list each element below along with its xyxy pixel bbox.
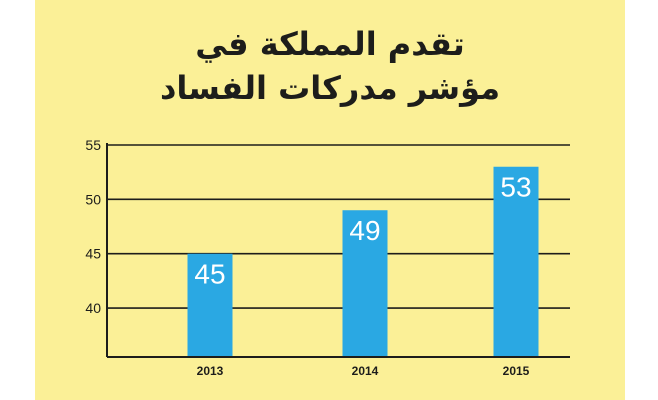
bar-data-label: 49 xyxy=(349,215,380,246)
bars: 45 49 53 xyxy=(187,166,539,357)
chart-title-line-2: مؤشر مدركات الفساد xyxy=(159,69,501,107)
x-tick-label: 2013 xyxy=(197,364,224,378)
y-tick-label: 40 xyxy=(85,300,101,316)
bar xyxy=(187,253,233,357)
chart-title-line-1: تقدم المملكة في xyxy=(195,25,465,63)
y-tick-labels: 40 45 50 55 xyxy=(85,137,101,316)
y-tick-label: 45 xyxy=(85,246,101,262)
axes xyxy=(106,143,570,358)
gridlines xyxy=(107,144,570,309)
y-tick-label: 55 xyxy=(85,137,101,153)
chart-title: تقدم المملكة في مؤشر مدركات الفساد xyxy=(35,22,625,110)
x-tick-labels: 2013 2014 2015 xyxy=(197,364,530,378)
bar xyxy=(342,210,388,357)
bar-data-label: 45 xyxy=(194,259,225,290)
x-tick-label: 2015 xyxy=(503,364,530,378)
x-tick-label: 2014 xyxy=(352,364,379,378)
bar-data-label: 53 xyxy=(500,172,531,203)
y-tick-label: 50 xyxy=(85,191,101,207)
bar xyxy=(493,166,539,357)
